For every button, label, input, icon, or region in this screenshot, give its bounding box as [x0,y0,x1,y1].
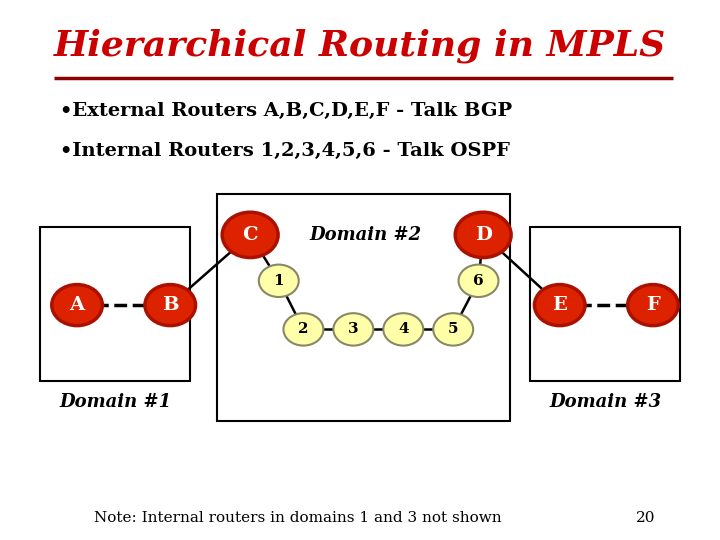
Circle shape [222,212,278,258]
Text: E: E [552,296,567,314]
Text: Hierarchical Routing in MPLS: Hierarchical Routing in MPLS [54,29,666,63]
Circle shape [145,285,196,326]
Text: Domain #3: Domain #3 [549,393,661,411]
Circle shape [383,313,423,346]
Text: 20: 20 [636,511,656,525]
Text: Domain #2: Domain #2 [310,226,421,244]
Circle shape [534,285,585,326]
Text: F: F [646,296,660,314]
Text: 1: 1 [274,274,284,288]
Text: D: D [474,226,492,244]
Circle shape [52,285,102,326]
Circle shape [628,285,678,326]
Text: A: A [70,296,85,314]
Circle shape [284,313,323,346]
Text: 6: 6 [473,274,484,288]
Text: 4: 4 [398,322,408,336]
Text: B: B [162,296,179,314]
Text: 2: 2 [298,322,309,336]
Text: Note: Internal routers in domains 1 and 3 not shown: Note: Internal routers in domains 1 and … [94,511,501,525]
Circle shape [455,212,511,258]
Text: 3: 3 [348,322,359,336]
Text: C: C [243,226,258,244]
Text: •External Routers A,B,C,D,E,F - Talk BGP: •External Routers A,B,C,D,E,F - Talk BGP [60,102,513,120]
Circle shape [459,265,498,297]
Circle shape [333,313,373,346]
Circle shape [258,265,299,297]
Text: •Internal Routers 1,2,3,4,5,6 - Talk OSPF: •Internal Routers 1,2,3,4,5,6 - Talk OSP… [60,142,510,160]
Text: Domain #1: Domain #1 [59,393,171,411]
Text: 5: 5 [448,322,459,336]
Circle shape [433,313,473,346]
